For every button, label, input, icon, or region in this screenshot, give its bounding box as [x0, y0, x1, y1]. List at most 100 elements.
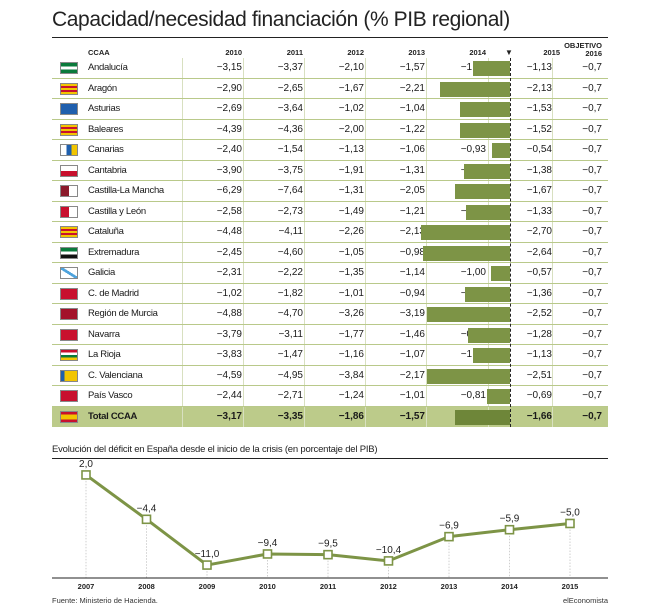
value-2013: −1,31	[399, 164, 425, 176]
value-2012: −1,01	[338, 287, 364, 299]
column-separator	[243, 365, 244, 385]
value-2013: −1,07	[399, 349, 425, 360]
value-2010: −2,90	[216, 82, 242, 94]
table-header: CCAA 2010 2011 2012 2013 2014 ▼ 2015 OBJ…	[52, 42, 608, 58]
column-separator	[365, 119, 366, 139]
value-2011: −1,54	[277, 144, 303, 155]
value-objective-2016: −0,7	[582, 205, 602, 217]
value-2012: −1,91	[338, 164, 364, 176]
value-2010: −4,88	[216, 308, 242, 319]
value-2012: −1,35	[338, 267, 364, 278]
value-2012: −1,05	[338, 246, 364, 258]
x-tick-label: 2008	[138, 582, 155, 591]
column-separator	[304, 406, 305, 427]
column-separator	[365, 345, 366, 365]
column-separator	[426, 345, 427, 365]
value-2013: −1,04	[399, 103, 425, 114]
table-row: La Rioja−3,83−1,47−1,16−1,07−1,26−1,13−0…	[52, 345, 608, 366]
column-separator	[365, 160, 366, 180]
table-row: Castilla-La Mancha −6,29 −7,64 −1,31 −2,05 −1…	[52, 181, 608, 202]
value-2011: −7,64	[277, 185, 303, 196]
value-2011: −3,37	[277, 62, 303, 73]
value-2011: −4,36	[277, 123, 303, 135]
value-2012: −1,49	[338, 205, 364, 217]
value-2013: −1,22	[399, 123, 425, 135]
table-row: Castilla y León−2,58−2,73−1,49−1,21−1,14…	[52, 201, 608, 222]
column-separator	[182, 58, 183, 78]
value-objective-2016: −0,7	[582, 62, 602, 73]
column-separator	[552, 99, 553, 119]
value-2012: −1,13	[338, 144, 364, 155]
table-row: Galicia −2,31 −2,22 −1,35 −1,14 −1,00 −0,57 −0,…	[52, 263, 608, 284]
column-separator	[243, 160, 244, 180]
header-objective-year: 2016	[585, 49, 602, 58]
column-separator	[426, 58, 427, 78]
bar-2015	[426, 307, 510, 322]
data-point	[504, 524, 515, 535]
column-separator	[365, 365, 366, 385]
value-2015: −1,33	[526, 205, 552, 217]
value-2015: −2,70	[526, 226, 552, 237]
galicia-flag-icon	[60, 267, 78, 279]
column-separator	[426, 304, 427, 324]
region-name: Galicia	[88, 267, 115, 278]
bar-2015	[465, 286, 510, 302]
value-objective-2016: −0,7	[582, 349, 602, 360]
region-name: Baleares	[88, 123, 124, 135]
value-2011: −3,11	[278, 328, 303, 340]
region-name: C. Valenciana	[88, 369, 143, 381]
value-2015: −1,52	[526, 123, 552, 135]
value-2013: −1,57	[399, 410, 425, 422]
value-2012: −1,77	[338, 328, 364, 340]
column-separator	[426, 406, 427, 427]
value-2012: −2,00	[338, 123, 364, 135]
data-point	[383, 556, 394, 566]
region-name: País Vasco	[88, 390, 133, 401]
column-separator	[304, 222, 305, 242]
value-objective-2016: −0,7	[582, 144, 602, 155]
value-2011: −3,35	[277, 410, 303, 422]
column-separator	[426, 99, 427, 119]
region-name: Cataluña	[88, 226, 124, 237]
column-separator	[426, 263, 427, 283]
column-separator	[365, 222, 366, 242]
region-name: Asturias	[88, 103, 120, 114]
deficit-line-chart: 2,0 2007 −4,4 2008 −11,0 2009 −9,4 2010 −9,5 2011…	[52, 460, 608, 591]
value-2011: −1,82	[277, 287, 303, 299]
value-2010: −3,83	[216, 349, 242, 360]
column-separator	[552, 304, 553, 324]
value-2015: −0,57	[526, 267, 552, 278]
region-name: Andalucía	[88, 62, 128, 73]
column-separator	[365, 99, 366, 119]
value-objective-2016: −0,7	[582, 369, 602, 381]
value-2011: −4,70	[277, 308, 303, 319]
column-separator	[552, 365, 553, 385]
value-2012: −1,24	[338, 390, 364, 401]
bar-2015	[427, 368, 510, 384]
value-objective-2016: −0,7	[582, 267, 602, 278]
column-separator	[243, 386, 244, 406]
valenciana-flag-icon	[60, 369, 78, 382]
value-2011: −4,95	[277, 369, 303, 381]
pais-vasco-flag-icon	[60, 390, 78, 402]
column-separator	[365, 181, 366, 201]
murcia-flag-icon	[60, 308, 78, 320]
region-name: Castilla y León	[88, 205, 146, 217]
value-2015: −1,53	[526, 103, 552, 114]
column-separator	[182, 181, 183, 201]
column-separator	[243, 201, 244, 221]
value-objective-2016: −0,7	[582, 308, 602, 319]
column-separator	[552, 78, 553, 98]
value-2013: −3,19	[399, 308, 425, 319]
value-2013: −1,01	[399, 390, 425, 401]
value-2011: −2,22	[277, 267, 303, 278]
bar-2015	[464, 163, 510, 179]
column-separator	[304, 345, 305, 365]
column-separator	[182, 386, 183, 406]
value-2010: −3,17	[216, 410, 242, 422]
column-separator	[243, 304, 244, 324]
column-separator	[304, 386, 305, 406]
table-row: Extremadura−2,45−4,60−1,05−0,98−2,51−2,6…	[52, 242, 608, 263]
value-2015: −1,28	[526, 328, 552, 340]
data-label: −4,4	[137, 503, 157, 514]
